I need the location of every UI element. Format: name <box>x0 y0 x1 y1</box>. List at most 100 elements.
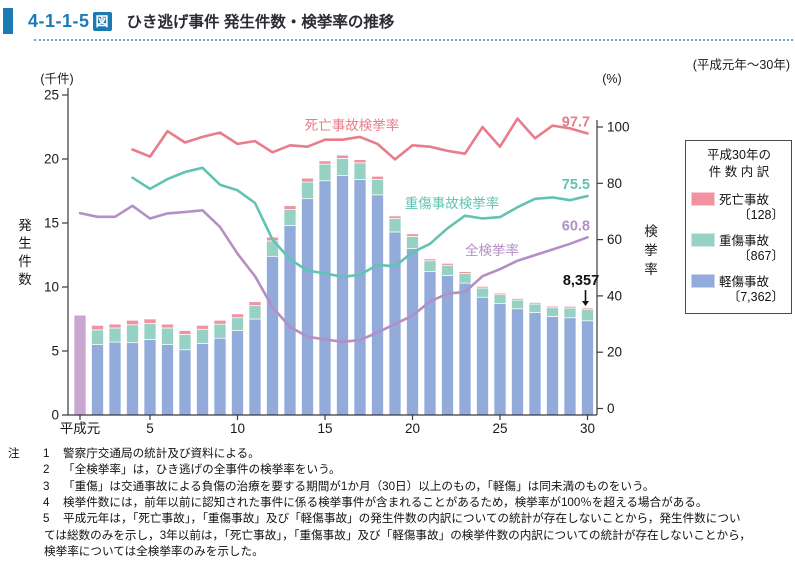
bar-h16-light <box>336 175 349 416</box>
note-2: 2 「全検挙率」は，ひき逃げの全事件の検挙率をいう。 <box>43 463 341 477</box>
bar-h5-serious <box>143 323 157 340</box>
note-1: 注 1 警察庁交通局の統計及び資料による。 <box>8 447 260 460</box>
bar-h4-fatal <box>126 319 139 326</box>
total-rate-line-label: 全検挙率 <box>465 242 519 258</box>
bar-h5-fatal <box>143 318 157 324</box>
bar-h2-serious <box>91 329 104 345</box>
legend-label-1: 重傷事故 <box>719 234 770 248</box>
legend-label-2: 軽傷事故 <box>719 275 770 289</box>
bar-h20-light <box>406 248 419 416</box>
bar-h4-light <box>126 342 139 416</box>
note-3: 3 「重傷」は交通事故による負傷の治療を要する期間が1か月（30日）以上のもの，「… <box>43 479 655 493</box>
bar-h21-light <box>423 271 437 416</box>
bar-h10-serious <box>231 317 244 331</box>
bar-h24-serious <box>476 287 489 298</box>
bar-h27-fatal <box>528 302 542 305</box>
period-label: (平成元年～30年) <box>692 58 790 72</box>
bar-h9-fatal <box>213 319 227 325</box>
bar-h21-serious <box>423 260 437 272</box>
bar-h13-serious <box>283 209 297 226</box>
x-tick-label-25: 25 <box>492 421 507 436</box>
bar-h15-fatal <box>318 160 332 165</box>
last-bar-value-label: 8,357 <box>563 273 599 289</box>
x-tick-label-20: 20 <box>405 421 420 436</box>
page-title: ひき逃げ事件 発生件数・検挙率の推移 <box>126 14 395 31</box>
right-tick-label-80: 80 <box>607 176 622 191</box>
left-tick-label-15: 15 <box>44 216 59 231</box>
serious-rate-line-label: 重傷事故検挙率 <box>405 195 500 211</box>
bar-h23-serious <box>458 273 472 284</box>
total-rate-line-end-value: 60.8 <box>562 218 590 234</box>
bar-h7-serious <box>178 334 192 351</box>
right-tick-label-100: 100 <box>607 120 630 135</box>
legend-title-line1: 平成30年の <box>707 148 771 162</box>
legend-item-0: 死亡事故 <box>691 189 787 208</box>
note-5-cont2: 検挙率については全検挙率のみを示した。 <box>44 544 264 558</box>
bar-h22-fatal <box>441 262 454 266</box>
bar-h19-serious <box>388 218 402 233</box>
bar-h23-fatal <box>458 271 472 274</box>
accent-bar <box>3 8 13 34</box>
figure-header: 4-1-1-5 図 ひき逃げ事件 発生件数・検挙率の推移 <box>0 7 394 35</box>
bar-h11-fatal <box>248 301 262 306</box>
bar-h7-fatal <box>178 330 192 335</box>
bar-h29-light <box>563 317 577 416</box>
bar-h24-light <box>476 296 489 416</box>
right-tick-label-0: 0 <box>607 401 615 416</box>
left-tick-label-5: 5 <box>51 344 59 359</box>
bar-h8-fatal <box>196 325 209 330</box>
bar-h18-serious <box>371 179 384 196</box>
figure-badge-icon: 図 <box>92 11 112 31</box>
note-5-cont1: ては総数のみを示し，3年以前は，「死亡事故」，「重傷事故」及び「軽傷事故」の検挙… <box>44 528 751 542</box>
legend-box: 平成30年の 件数内訳 死亡事故 〔128〕 重傷事故 〔867〕 軽傷事故 〔7,362… <box>685 140 792 314</box>
right-tick-label-60: 60 <box>607 232 622 247</box>
bar-h5-light <box>143 339 157 416</box>
x-tick-label-15: 15 <box>317 421 332 436</box>
bar-h30-fatal <box>581 307 594 311</box>
bar-h19-fatal <box>388 215 402 219</box>
bar-h15-light <box>318 180 332 416</box>
bar-h10-light <box>231 330 244 416</box>
bar-h18-light <box>371 194 384 416</box>
bar-h2-light <box>91 344 104 416</box>
bar-h23-light <box>458 282 472 416</box>
right-axis-unit: (%) <box>602 72 621 86</box>
legend-label-0: 死亡事故 <box>719 193 770 207</box>
left-tick-label-10: 10 <box>44 280 59 295</box>
bar-h9-light <box>213 337 227 416</box>
bar-h20-serious <box>406 236 419 249</box>
bar-h2-fatal <box>91 325 104 331</box>
bar-h28-fatal <box>546 305 559 309</box>
bar-h26-light <box>511 308 524 416</box>
bar-h6-light <box>161 344 174 416</box>
bar-h8-light <box>196 342 209 416</box>
bar-h17-light <box>353 179 367 416</box>
legend-title-line2: 件数内訳 <box>708 165 773 179</box>
bar-h3-fatal <box>108 323 122 329</box>
bar-h14-serious <box>301 181 314 200</box>
bar-h29-serious <box>563 307 577 319</box>
legend-swatch-icon-1 <box>691 232 715 247</box>
serious-rate-line <box>131 166 589 279</box>
bar-h15-serious <box>318 163 332 182</box>
legend-item-2: 軽傷事故 <box>691 271 787 290</box>
x-tick-label-10: 10 <box>230 421 245 436</box>
serious-rate-line-end-value: 75.5 <box>562 177 590 193</box>
bar-h30-light <box>581 320 594 416</box>
legend-count-0: 〔128〕 <box>738 208 784 222</box>
bar-h26-serious <box>511 299 524 310</box>
bar-h14-light <box>301 198 314 416</box>
bar-h10-fatal <box>231 313 244 319</box>
bar-h21-fatal <box>423 258 437 262</box>
fatal-rate-line-end-value: 97.7 <box>562 114 590 130</box>
bar-h30-serious <box>581 309 594 322</box>
bar-h12-light <box>266 255 279 416</box>
bar-h3-light <box>108 341 122 416</box>
left-axis-title: 発生件数 <box>18 218 32 287</box>
bar-h24-fatal <box>476 286 489 289</box>
fatal-rate-line-label: 死亡事故検挙率 <box>305 117 400 133</box>
bar-h4-serious <box>126 324 139 344</box>
bar-h25-serious <box>493 294 507 304</box>
